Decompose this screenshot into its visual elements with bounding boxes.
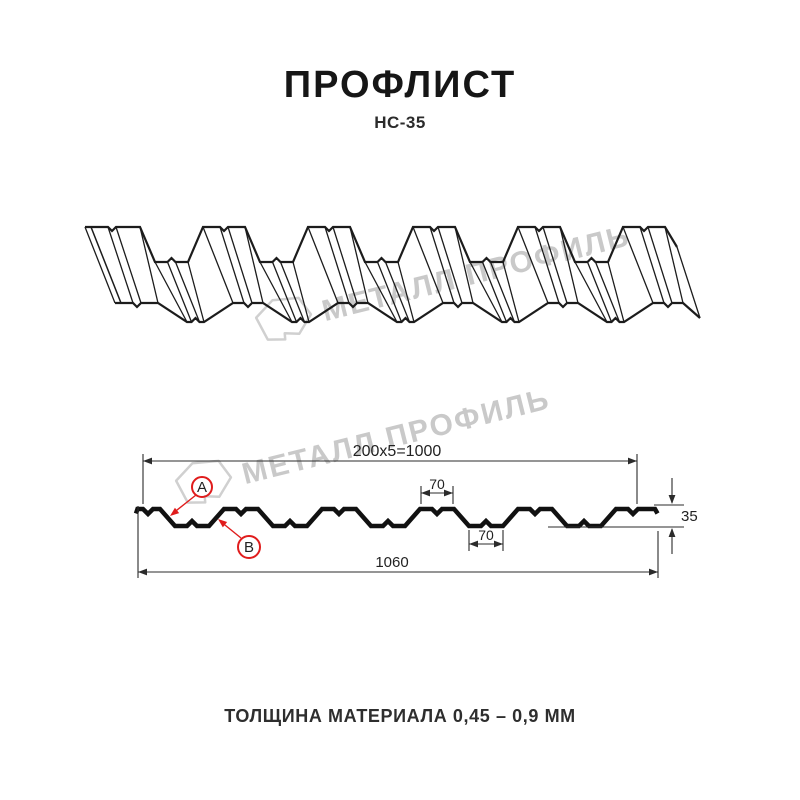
- dim-top-flat-label: 70: [429, 476, 445, 492]
- side-b-label: B: [244, 539, 254, 556]
- metall-profil-logo-icon: [254, 296, 313, 341]
- profile-3d-sketch: [84, 225, 701, 324]
- brand-watermark-lower: МЕТАЛЛ ПРОФИЛЬ: [166, 373, 554, 512]
- profile-cross-section-path: [133, 506, 660, 529]
- brand-watermark-upper: МЕТАЛЛ ПРОФИЛЬ: [246, 210, 634, 349]
- side-b-circle: [237, 535, 261, 559]
- dim-bottom-flat-label: 70: [478, 527, 494, 543]
- cross-section-diagram: 200x5=1000 70 70 35 1060 AB: [133, 443, 698, 578]
- side-labels: AB: [170, 476, 261, 559]
- dim-height-label: 35: [681, 508, 698, 525]
- profile-model-subtitle: НС-35: [374, 113, 426, 132]
- dim-total-width-label: 1060: [375, 554, 408, 571]
- side-a-circle: [191, 476, 213, 498]
- dim-top-span-label: 200x5=1000: [353, 443, 442, 460]
- side-a-label: A: [197, 479, 207, 496]
- page-title: ПРОФЛИСТ: [283, 64, 517, 106]
- dimension-lines: [137, 454, 684, 578]
- material-thickness-note: ТОЛЩИНА МАТЕРИАЛА 0,45 – 0,9 ММ: [224, 706, 576, 726]
- metall-profil-logo-icon: [174, 459, 233, 504]
